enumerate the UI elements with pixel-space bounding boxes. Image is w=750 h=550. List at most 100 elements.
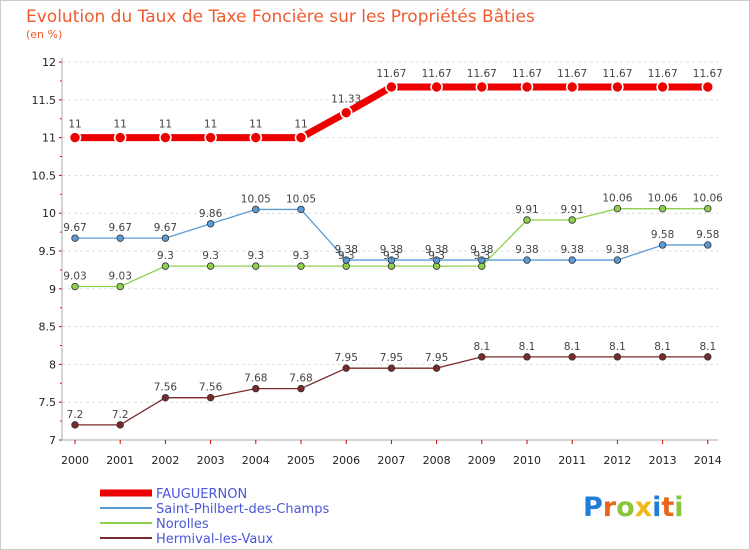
y-tick-label: 12 bbox=[42, 56, 56, 69]
data-label: 11 bbox=[159, 119, 172, 131]
series-point bbox=[252, 384, 260, 393]
data-label: 11 bbox=[249, 119, 262, 131]
series-point bbox=[475, 80, 489, 94]
logo-letter: i bbox=[674, 492, 683, 523]
data-label: 9.38 bbox=[380, 244, 403, 256]
data-label: 11 bbox=[204, 119, 217, 131]
series-point bbox=[206, 262, 215, 270]
data-label: 9.38 bbox=[515, 244, 538, 256]
legend-label: Hermival-les-Vaux bbox=[156, 532, 274, 547]
series-point bbox=[206, 393, 215, 402]
series-point bbox=[342, 262, 350, 270]
series-point bbox=[159, 131, 172, 144]
legend-label: Saint-Philbert-des-Champs bbox=[156, 502, 329, 517]
series-point bbox=[252, 205, 260, 214]
series-point bbox=[565, 80, 579, 94]
series-point bbox=[71, 282, 79, 291]
data-label: 11.67 bbox=[693, 68, 723, 80]
data-label: 9.3 bbox=[428, 250, 445, 262]
data-label: 11.67 bbox=[376, 68, 406, 80]
series-point bbox=[478, 256, 486, 264]
data-label: 11 bbox=[68, 119, 81, 131]
series-point bbox=[387, 262, 396, 270]
series-point bbox=[71, 421, 79, 429]
data-label: 10.05 bbox=[241, 193, 271, 205]
y-tick-label: 11.5 bbox=[32, 94, 57, 107]
x-tick-label: 2002 bbox=[151, 454, 179, 467]
series-point bbox=[252, 262, 260, 270]
data-label: 9.58 bbox=[651, 229, 674, 241]
data-label: 9.3 bbox=[338, 250, 355, 262]
logo-letter: t bbox=[661, 492, 674, 523]
series-point bbox=[568, 256, 576, 264]
data-label: 9.91 bbox=[515, 204, 538, 216]
x-tick-label: 2005 bbox=[287, 454, 315, 467]
data-label: 9.86 bbox=[199, 208, 223, 220]
series-point bbox=[523, 256, 531, 264]
data-label: 9.58 bbox=[696, 229, 719, 241]
series-point bbox=[658, 353, 667, 361]
x-tick-label: 2004 bbox=[242, 454, 270, 467]
series-point bbox=[116, 234, 124, 242]
data-label: 8.1 bbox=[699, 341, 716, 353]
data-label: 11 bbox=[114, 119, 127, 131]
x-tick-label: 2006 bbox=[332, 454, 360, 467]
data-label-layer: 7.2 7.2 7.56 7.56 7.68 7.68 7.95 7.95 7.95 8.1 8.1… bbox=[63, 68, 723, 421]
series-point bbox=[523, 216, 531, 224]
x-tick-label: 2000 bbox=[61, 454, 89, 467]
data-label: 9.91 bbox=[561, 204, 584, 216]
y-tick-label: 10.5 bbox=[32, 169, 57, 182]
data-label: 9.03 bbox=[63, 271, 86, 283]
series-point bbox=[339, 106, 353, 119]
series-point bbox=[704, 241, 712, 249]
data-label: 7.68 bbox=[289, 373, 312, 385]
series-point bbox=[432, 256, 441, 264]
data-label: 10.06 bbox=[648, 193, 678, 205]
series-point bbox=[704, 204, 712, 213]
y-tick-label: 7.5 bbox=[39, 396, 57, 409]
series-point bbox=[432, 262, 441, 270]
data-label: 9.3 bbox=[383, 250, 400, 262]
y-tick-label: 9 bbox=[49, 283, 56, 296]
series-point bbox=[161, 393, 170, 402]
data-label: 9.3 bbox=[202, 250, 219, 262]
series-point bbox=[520, 80, 534, 94]
data-label: 9.3 bbox=[247, 250, 264, 262]
series-point bbox=[297, 262, 305, 270]
data-label: 7.95 bbox=[380, 352, 403, 364]
series-point bbox=[613, 353, 622, 361]
data-label: 11.33 bbox=[331, 94, 361, 106]
series-point bbox=[206, 220, 215, 228]
data-label: 8.1 bbox=[519, 341, 536, 353]
legend-label: Norolles bbox=[156, 517, 209, 532]
chart-subtitle: (en %) bbox=[26, 28, 62, 41]
series-point bbox=[478, 353, 486, 361]
x-tick-label: 2011 bbox=[558, 454, 586, 467]
data-label: 9.67 bbox=[109, 222, 132, 234]
data-label: 11.67 bbox=[512, 68, 542, 80]
series-point bbox=[113, 131, 127, 144]
data-label: 11.67 bbox=[422, 68, 452, 80]
series-point bbox=[478, 262, 486, 270]
data-label: 8.1 bbox=[609, 341, 626, 353]
data-label: 7.68 bbox=[244, 373, 267, 385]
y-tick-label: 10 bbox=[42, 207, 56, 220]
series-point bbox=[116, 282, 124, 291]
series-point bbox=[387, 256, 396, 264]
logo-letter: x bbox=[635, 492, 652, 523]
series-point bbox=[704, 353, 712, 361]
data-label: 9.67 bbox=[63, 222, 86, 234]
data-label: 9.38 bbox=[606, 244, 629, 256]
series-point bbox=[611, 80, 624, 94]
y-tick-label: 8 bbox=[49, 358, 56, 371]
data-label: 9.3 bbox=[293, 250, 310, 262]
data-label: 7.95 bbox=[335, 352, 358, 364]
data-label: 8.1 bbox=[473, 341, 490, 353]
series-point bbox=[430, 80, 443, 94]
series-point bbox=[161, 262, 170, 270]
axis-layer: 7 7.5 8 8.5 9 9.5 10 10.5 11 11.5 12 2000 2001 2002 20… bbox=[32, 56, 722, 467]
series-point bbox=[656, 80, 669, 94]
logo-letter: o bbox=[616, 492, 635, 523]
